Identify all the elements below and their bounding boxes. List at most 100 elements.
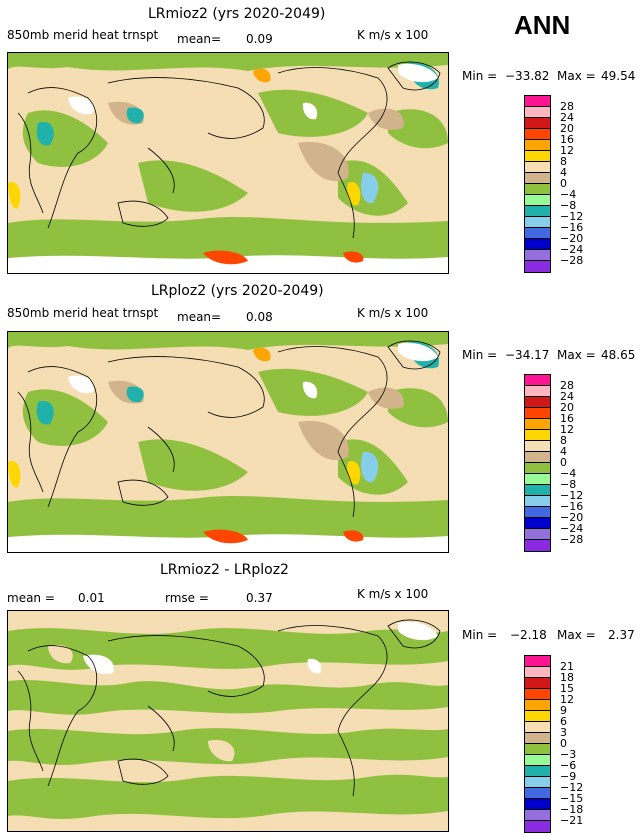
panel2-colorbar-swatch (525, 507, 550, 518)
panel2-colorbar-tick: −24 (560, 522, 584, 535)
panel2-colorbar-swatch (525, 485, 550, 496)
panel2-colorbar-tick: 28 (560, 379, 574, 392)
panel3-colorbar-swatch (525, 733, 550, 744)
panel3-colorbar-swatch (525, 777, 550, 788)
panel3-mean-value: 0.01 (78, 591, 105, 605)
panel1-colorbar-tick: 24 (560, 111, 574, 124)
panel2-colorbar-tick: 24 (560, 390, 574, 403)
panel1-colorbar-swatch (525, 118, 550, 129)
panel3-colorbar-swatch (525, 678, 550, 689)
panel3-colorbar-tick: −21 (560, 814, 584, 827)
panel2-colorbar-swatch (525, 375, 550, 386)
panel2-colorbar-tick: −20 (560, 511, 584, 524)
panel2-min-label: Min = (462, 348, 498, 362)
panel2-colorbar-swatch (525, 540, 550, 551)
panel2-colorbar-tick: −16 (560, 500, 584, 513)
panel1-colorbar-tick: 4 (560, 166, 567, 179)
panel2-colorbar-swatch (525, 408, 550, 419)
panel2-colorbar-tick: 16 (560, 412, 574, 425)
panel3-colorbar-tick: 12 (560, 693, 574, 706)
panel1-min-label: Min = (462, 69, 498, 83)
panel2-colorbar-swatch (525, 474, 550, 485)
panel3-colorbar-tick: 18 (560, 671, 574, 684)
panel3-colorbar-swatch (525, 821, 550, 832)
panel1-variable-label: 850mb merid heat trnspt (7, 28, 159, 42)
panel1-colorbar-swatch (525, 217, 550, 228)
panel1-map (7, 52, 449, 274)
panel1-colorbar-swatch (525, 239, 550, 250)
panel1-colorbar-swatch (525, 184, 550, 195)
panel3-colorbar-swatch (525, 656, 550, 667)
panel3-colorbar-tick: 6 (560, 715, 567, 728)
panel3-title: LRmioz2 - LRploz2 (160, 562, 289, 578)
panel3-colorbar-tick: −6 (560, 759, 577, 772)
panel3-rmse-value: 0.37 (246, 591, 273, 605)
panel1-colorbar-swatch (525, 250, 550, 261)
panel3-colorbar-swatch (525, 799, 550, 810)
panel3-colorbar-swatch (525, 755, 550, 766)
panel2-colorbar-tick: 0 (560, 456, 567, 469)
panel1-mean-label: mean= (177, 32, 222, 46)
panel2-colorbar-tick: 20 (560, 401, 574, 414)
panel3-colorbar-tick: −3 (560, 748, 577, 761)
panel3-colorbar-tick: 9 (560, 704, 567, 717)
panel2-units: K m/s x 100 (357, 306, 429, 320)
panel1-colorbar-swatch (525, 195, 550, 206)
panel3-colorbar-swatch (525, 667, 550, 678)
panel1-min-value: −33.82 (505, 69, 550, 83)
panel1-colorbar-tick: 0 (560, 177, 567, 190)
panel2-colorbar-swatch (525, 397, 550, 408)
panel1-colorbar-swatch (525, 140, 550, 151)
panel3-colorbar (524, 655, 551, 833)
panel3-min-label: Min = (462, 628, 498, 642)
panel2-colorbar-tick: 8 (560, 434, 567, 447)
panel2-colorbar-tick: −28 (560, 533, 584, 546)
panel2-colorbar-swatch (525, 452, 550, 463)
panel1-colorbar-swatch (525, 228, 550, 239)
panel2-colorbar-tick: −8 (560, 478, 577, 491)
panel2-colorbar-swatch (525, 386, 550, 397)
panel1-colorbar-tick: −20 (560, 232, 584, 245)
panel3-mean-label: mean = (7, 591, 55, 605)
panel3-colorbar-tick: 21 (560, 660, 574, 673)
panel3-colorbar-tick: 3 (560, 726, 567, 739)
panel1-colorbar-tick: −16 (560, 221, 584, 234)
panel3-colorbar-swatch (525, 722, 550, 733)
panel2-colorbar-swatch (525, 463, 550, 474)
panel3-colorbar-swatch (525, 744, 550, 755)
panel1-map-svg (8, 53, 448, 273)
panel3-colorbar-swatch (525, 810, 550, 821)
panel2-colorbar-swatch (525, 529, 550, 540)
panel3-max-value: 2.37 (608, 628, 635, 642)
panel2-mean-value: 0.08 (246, 310, 273, 324)
panel2-mean-label: mean= (177, 310, 222, 324)
panel2-colorbar-tick: 4 (560, 445, 567, 458)
panel1-units: K m/s x 100 (357, 28, 429, 42)
panel2-colorbar (524, 374, 551, 552)
panel2-max-label: Max = (557, 348, 596, 362)
panel3-colorbar-tick: −9 (560, 770, 577, 783)
panel1-colorbar-tick: 20 (560, 122, 574, 135)
panel3-colorbar-tick: −12 (560, 781, 584, 794)
panel1-colorbar-tick: 12 (560, 144, 574, 157)
panel1-colorbar-swatch (525, 162, 550, 173)
panel2-colorbar-swatch (525, 441, 550, 452)
panel3-colorbar-tick: 15 (560, 682, 574, 695)
panel1-colorbar-tick: 16 (560, 133, 574, 146)
panel2-min-value: −34.17 (505, 348, 550, 362)
panel2-variable-label: 850mb merid heat trnspt (7, 306, 159, 320)
panel1-colorbar-tick: −12 (560, 210, 584, 223)
panel1-colorbar-swatch (525, 107, 550, 118)
panel3-map (7, 610, 449, 832)
panel1-colorbar-swatch (525, 96, 550, 107)
panel3-colorbar-swatch (525, 788, 550, 799)
panel2-colorbar-swatch (525, 419, 550, 430)
panel3-units: K m/s x 100 (357, 587, 429, 601)
panel2-colorbar-swatch (525, 430, 550, 441)
panel2-colorbar-tick: −4 (560, 467, 577, 480)
panel3-colorbar-swatch (525, 700, 550, 711)
panel2-colorbar-swatch (525, 496, 550, 507)
panel3-min-value: −2.18 (510, 628, 547, 642)
panel1-colorbar-tick: −28 (560, 254, 584, 267)
panel1-mean-value: 0.09 (246, 32, 273, 46)
